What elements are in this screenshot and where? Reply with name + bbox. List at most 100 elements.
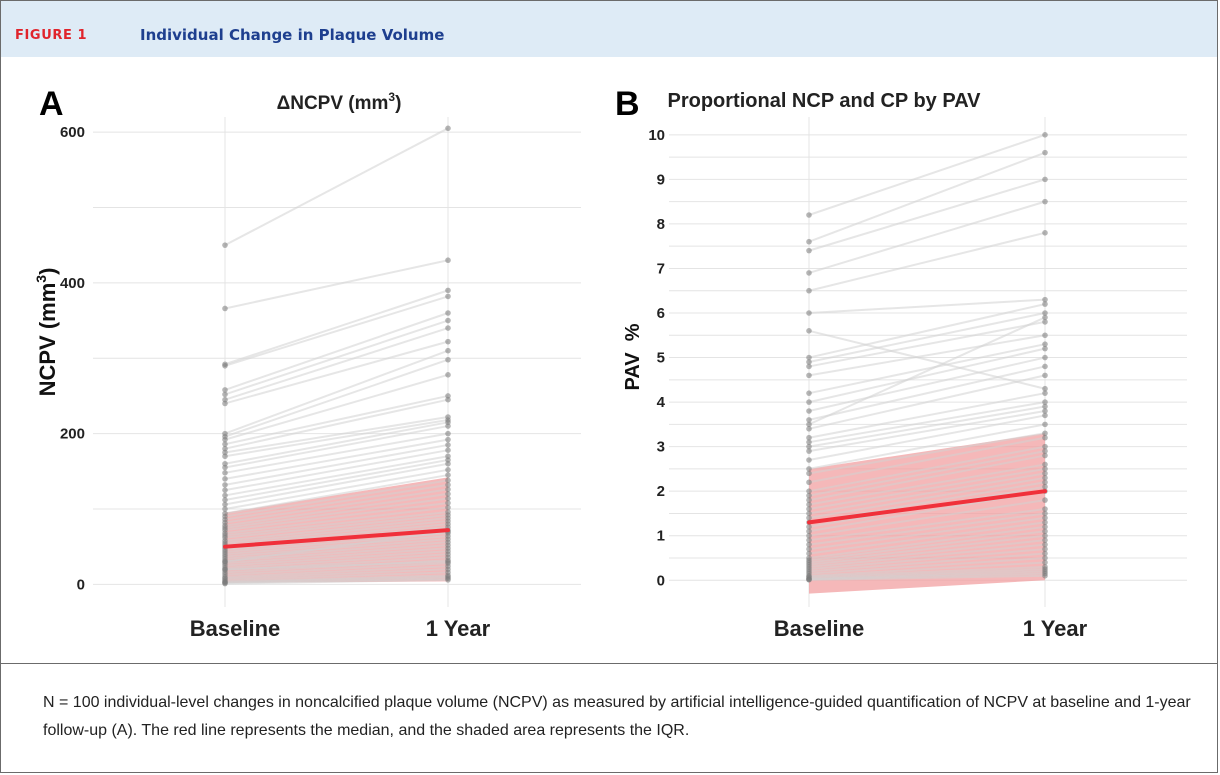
data-point bbox=[1042, 403, 1048, 410]
data-point bbox=[445, 125, 451, 132]
data-point bbox=[806, 488, 812, 494]
individual-line bbox=[224, 295, 449, 367]
data-point bbox=[806, 506, 812, 512]
data-point bbox=[1042, 475, 1048, 481]
data-point bbox=[1042, 541, 1048, 548]
data-point bbox=[222, 441, 228, 447]
individual-line bbox=[808, 476, 1046, 519]
data-point bbox=[445, 467, 451, 473]
data-point bbox=[806, 524, 812, 530]
data-point bbox=[1042, 506, 1048, 512]
individual-line bbox=[808, 565, 1046, 578]
data-point bbox=[806, 443, 812, 450]
individual-line bbox=[808, 312, 1046, 363]
data-point bbox=[806, 470, 812, 477]
individual-line bbox=[224, 394, 449, 446]
individual-line bbox=[224, 560, 449, 571]
individual-line bbox=[808, 356, 1046, 412]
data-point bbox=[1042, 515, 1048, 521]
individual-line bbox=[808, 534, 1046, 564]
individual-line bbox=[224, 474, 449, 515]
data-point bbox=[1042, 555, 1048, 561]
individual-line bbox=[808, 530, 1046, 562]
y-tick-label: 7 bbox=[657, 260, 665, 277]
data-point bbox=[806, 541, 812, 548]
data-point bbox=[445, 500, 451, 506]
individual-line bbox=[808, 499, 1046, 537]
individual-line bbox=[808, 410, 1046, 453]
individual-line bbox=[808, 200, 1046, 274]
data-point bbox=[1042, 537, 1048, 543]
data-point bbox=[445, 558, 451, 565]
data-point bbox=[445, 347, 451, 354]
panel-b-letter: B bbox=[615, 85, 640, 123]
individual-line bbox=[224, 468, 449, 510]
individual-line bbox=[224, 514, 449, 539]
data-point bbox=[445, 482, 451, 488]
data-point bbox=[222, 362, 228, 369]
data-point bbox=[222, 476, 228, 482]
individual-line bbox=[808, 405, 1046, 448]
data-point bbox=[1042, 354, 1048, 361]
y-tick-label: 400 bbox=[60, 275, 85, 292]
individual-line bbox=[224, 547, 449, 565]
data-point bbox=[1042, 408, 1048, 414]
data-point bbox=[806, 457, 812, 463]
individual-line bbox=[224, 312, 449, 391]
y-tick-label: 0 bbox=[657, 572, 665, 589]
data-point bbox=[806, 212, 812, 218]
data-point bbox=[445, 577, 451, 583]
individual-line bbox=[224, 523, 449, 547]
individual-line bbox=[808, 432, 1046, 475]
data-point bbox=[1042, 341, 1048, 347]
data-point bbox=[445, 430, 451, 437]
data-point bbox=[806, 501, 812, 508]
individual-line bbox=[808, 231, 1046, 292]
data-point bbox=[1042, 296, 1048, 303]
data-point bbox=[806, 515, 812, 521]
individual-line bbox=[808, 557, 1046, 575]
data-point bbox=[1042, 149, 1048, 156]
data-point bbox=[806, 439, 812, 445]
individual-line bbox=[224, 289, 449, 366]
data-point bbox=[806, 417, 812, 423]
data-point bbox=[806, 363, 812, 370]
y-tick-label: 6 bbox=[657, 305, 665, 322]
individual-line bbox=[224, 530, 449, 563]
individual-line bbox=[808, 561, 1046, 577]
data-point bbox=[806, 270, 812, 276]
data-point bbox=[222, 566, 228, 573]
individual-line bbox=[808, 508, 1046, 542]
chart-area: A ΔNCPV (mm3) NCPV (mm3) 0 200 400 600 Basel… bbox=[33, 85, 1187, 641]
individual-line bbox=[224, 535, 449, 556]
individual-line bbox=[224, 398, 449, 450]
figure-title: Individual Change in Plaque Volume bbox=[140, 26, 445, 44]
individual-line bbox=[224, 506, 449, 535]
individual-line bbox=[224, 479, 449, 518]
data-point bbox=[1042, 412, 1048, 419]
data-point bbox=[806, 434, 812, 441]
data-point bbox=[1042, 332, 1048, 339]
data-point bbox=[445, 504, 451, 511]
data-point bbox=[222, 470, 228, 476]
data-point bbox=[806, 390, 812, 396]
data-point bbox=[222, 453, 228, 460]
individual-line bbox=[224, 319, 449, 396]
data-point bbox=[806, 310, 812, 316]
data-point bbox=[445, 293, 451, 300]
data-point bbox=[806, 497, 812, 503]
data-point bbox=[1042, 430, 1048, 437]
individual-line bbox=[808, 423, 1046, 470]
data-point bbox=[222, 464, 228, 471]
data-point bbox=[1042, 132, 1048, 138]
data-point bbox=[806, 492, 812, 499]
data-point bbox=[1042, 510, 1048, 517]
data-point bbox=[806, 354, 812, 361]
y-tick-label: 10 bbox=[648, 127, 665, 144]
data-point bbox=[445, 447, 451, 454]
data-point bbox=[1042, 466, 1048, 472]
individual-line bbox=[808, 521, 1046, 555]
individual-line bbox=[224, 492, 449, 527]
figure-caption: N = 100 individual-level changes in nonc… bbox=[43, 694, 1191, 739]
